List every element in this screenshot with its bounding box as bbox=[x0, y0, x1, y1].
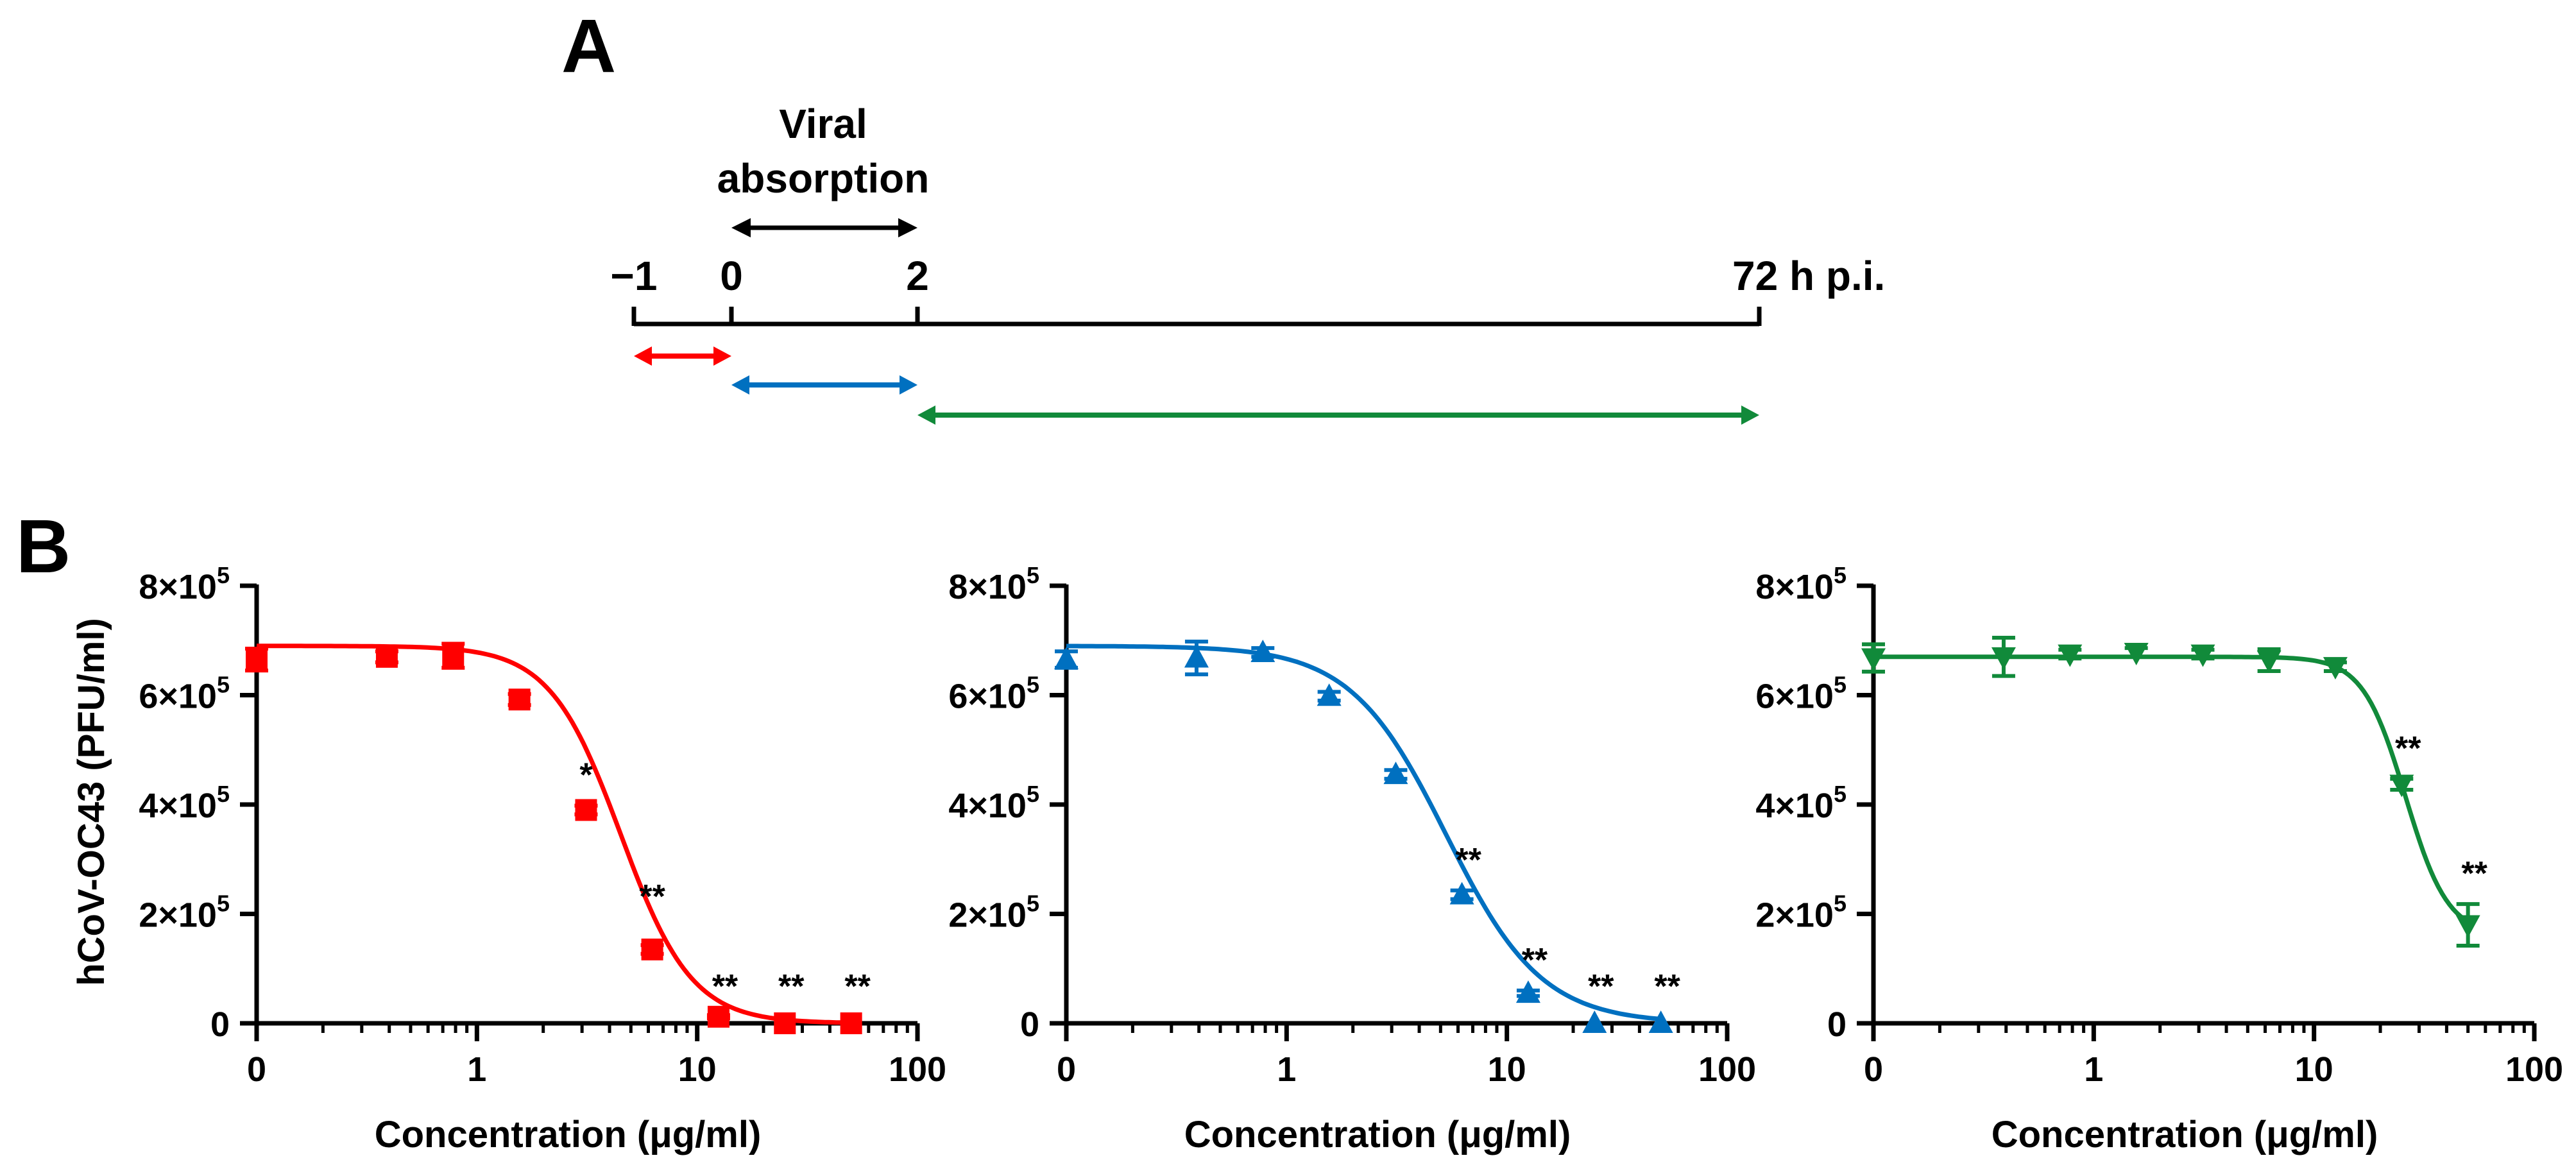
panel-a-timeline: A Viral absorption −1 0 2 72 h p.i. bbox=[561, 4, 1885, 425]
data-point bbox=[1648, 1010, 1673, 1033]
plot-pre-treatment: 0 2×105 4×105 6×105 8×105 0 1 10 100 Concentratio… bbox=[139, 562, 946, 1155]
significance-label: ** bbox=[639, 878, 665, 916]
x-tick-label: 0 bbox=[1057, 1050, 1076, 1089]
data-point bbox=[2124, 643, 2149, 666]
data-point bbox=[1515, 980, 1540, 1003]
significance-label: ** bbox=[712, 968, 738, 1005]
y-tick-label: 6×105 bbox=[1755, 672, 1847, 716]
y-tick-label: 8×105 bbox=[139, 562, 230, 606]
data-point bbox=[840, 1012, 862, 1034]
data-point bbox=[2323, 657, 2348, 680]
x-tick-label: 10 bbox=[2295, 1050, 2333, 1089]
timeline-tick-label-72: 72 h p.i. bbox=[1732, 253, 1885, 299]
y-tick-label: 2×105 bbox=[948, 891, 1039, 935]
window-arrow-end-head bbox=[900, 375, 917, 395]
x-axis-title: Concentration (μg/ml) bbox=[1992, 1114, 2378, 1155]
x-tick-label: 100 bbox=[889, 1050, 946, 1089]
significance-label: ** bbox=[2461, 855, 2487, 892]
significance-label: ** bbox=[1455, 842, 1481, 879]
data-point bbox=[246, 649, 268, 671]
significance-label: ** bbox=[1522, 942, 1548, 979]
y-tick-label: 0 bbox=[1827, 1005, 1847, 1044]
data-point bbox=[1861, 648, 1886, 671]
significance-label: ** bbox=[2395, 730, 2421, 767]
data-point bbox=[2389, 774, 2414, 797]
y-tick-label: 0 bbox=[210, 1005, 230, 1044]
data-point bbox=[774, 1012, 796, 1034]
y-tick-label: 2×105 bbox=[139, 891, 230, 935]
significance-label: ** bbox=[778, 968, 805, 1005]
panel-b-label: B bbox=[16, 504, 71, 589]
fit-curve bbox=[1873, 654, 2469, 924]
plot-post-treatment: 0 2×105 4×105 6×105 8×105 0 1 10 100 Concentratio… bbox=[1755, 562, 2563, 1155]
data-point bbox=[1317, 683, 1342, 706]
data-point bbox=[1582, 1010, 1607, 1033]
viral-absorption-label-line1: Viral bbox=[779, 101, 867, 147]
data-point bbox=[1383, 762, 1408, 785]
viral-absorption-label-line2: absorption bbox=[717, 155, 930, 201]
y-tick-label: 8×105 bbox=[948, 562, 1039, 606]
x-tick-label: 1 bbox=[2084, 1050, 2103, 1089]
window-arrow-end-head bbox=[713, 346, 731, 366]
data-point bbox=[375, 645, 398, 668]
x-tick-label: 100 bbox=[1698, 1050, 1756, 1089]
data-point bbox=[442, 645, 465, 667]
absorption-arrow-right-head bbox=[898, 218, 917, 237]
data-point bbox=[1991, 647, 2016, 670]
window-arrow-start-head bbox=[917, 405, 935, 425]
treatment-windows bbox=[634, 346, 1759, 425]
absorption-arrow-left-head bbox=[731, 218, 751, 237]
window-arrow-start-head bbox=[634, 346, 652, 366]
y-tick-label: 6×105 bbox=[139, 672, 230, 716]
y-tick-label: 4×105 bbox=[948, 781, 1039, 825]
window-arrow-end-head bbox=[1741, 405, 1759, 425]
panel-a-label: A bbox=[561, 4, 616, 89]
significance-label: ** bbox=[844, 968, 871, 1005]
x-axis-title: Concentration (μg/ml) bbox=[1184, 1114, 1571, 1155]
significance-label: ** bbox=[1588, 968, 1614, 1005]
y-axis-title: hCoV-OC43 (PFU/ml) bbox=[71, 618, 112, 986]
y-tick-label: 4×105 bbox=[139, 781, 230, 825]
fit-curve bbox=[257, 643, 851, 1025]
data-point bbox=[1449, 882, 1474, 905]
data-point bbox=[2190, 644, 2215, 667]
data-point bbox=[508, 688, 531, 711]
data-point bbox=[641, 938, 663, 960]
x-tick-label: 0 bbox=[247, 1050, 266, 1089]
fit-curve bbox=[1066, 643, 1661, 1021]
data-point bbox=[1250, 640, 1275, 663]
x-tick-label: 0 bbox=[1864, 1050, 1883, 1089]
x-tick-label: 10 bbox=[678, 1050, 717, 1089]
y-tick-label: 4×105 bbox=[1755, 781, 1847, 825]
x-tick-label: 1 bbox=[467, 1050, 486, 1089]
x-tick-label: 100 bbox=[2505, 1050, 2563, 1089]
data-point bbox=[2058, 644, 2083, 667]
timeline-tick-label-minus1: −1 bbox=[611, 253, 658, 299]
y-tick-label: 6×105 bbox=[948, 672, 1039, 716]
timeline-tick-label-0: 0 bbox=[720, 253, 743, 299]
plot-co-treatment: 0 2×105 4×105 6×105 8×105 0 1 10 100 Concentratio… bbox=[948, 562, 1756, 1155]
data-point bbox=[1054, 647, 1079, 670]
data-point bbox=[575, 799, 597, 821]
significance-label: ** bbox=[1654, 968, 1680, 1005]
data-point bbox=[707, 1005, 729, 1028]
x-tick-label: 10 bbox=[1488, 1050, 1526, 1089]
y-tick-label: 8×105 bbox=[1755, 562, 1847, 606]
y-tick-label: 0 bbox=[1020, 1005, 1039, 1044]
window-arrow-start-head bbox=[731, 375, 749, 395]
y-tick-label: 2×105 bbox=[1755, 891, 1847, 935]
significance-label: * bbox=[579, 757, 593, 794]
data-point bbox=[2455, 915, 2480, 938]
x-tick-label: 1 bbox=[1277, 1050, 1296, 1089]
timeline-tick-label-2: 2 bbox=[906, 253, 929, 299]
data-point bbox=[2256, 650, 2282, 673]
x-axis-title: Concentration (μg/ml) bbox=[375, 1114, 762, 1155]
data-point bbox=[1184, 645, 1209, 668]
